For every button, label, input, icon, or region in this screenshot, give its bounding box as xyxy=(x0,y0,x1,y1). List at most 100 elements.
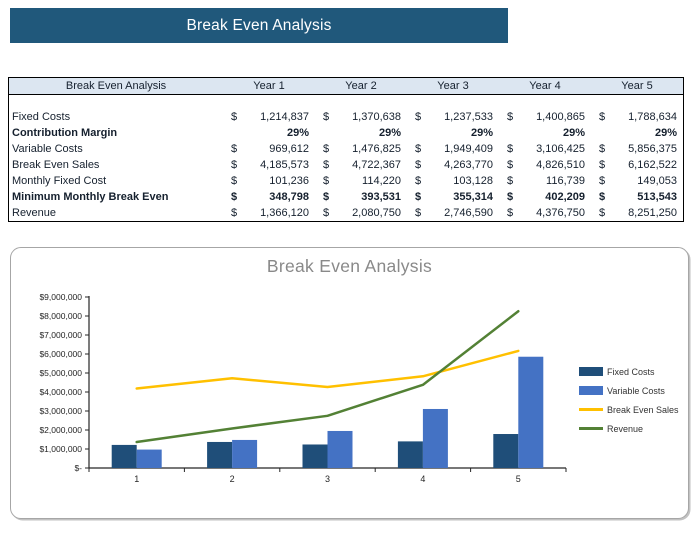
line-break-even-sales xyxy=(135,349,520,390)
cell-value: 355,314 xyxy=(453,191,493,203)
column-header-year1[interactable]: Year 1 xyxy=(253,80,285,92)
cell-value: 5,856,375 xyxy=(628,143,677,155)
cell-value: 513,543 xyxy=(637,191,677,203)
table-cell[interactable]: $8,251,250 xyxy=(591,205,683,221)
currency-symbol: $ xyxy=(507,143,514,155)
table-cell[interactable]: $1,476,825 xyxy=(315,141,407,157)
table-cell[interactable]: $1,237,533 xyxy=(407,109,499,125)
table-cell[interactable]: $4,722,367 xyxy=(315,157,407,173)
table-cell[interactable]: $4,185,573 xyxy=(223,157,315,173)
cell-value: 29% xyxy=(286,127,309,139)
bar-variable-costs xyxy=(518,356,544,468)
table-cell[interactable]: $969,612 xyxy=(223,141,315,157)
legend-item-variable-costs[interactable]: Variable Costs xyxy=(579,385,679,396)
legend-item-revenue[interactable]: Revenue xyxy=(579,423,679,434)
currency-symbol: $ xyxy=(415,143,422,155)
table-header-row: Break Even Analysis Year 1 Year 2 Year 3… xyxy=(9,78,683,95)
table-cell[interactable]: $402,209 xyxy=(499,189,591,205)
table-row: Contribution Margin 29% 29% 29% 29% 29% xyxy=(9,125,683,141)
row-label[interactable]: Monthly Fixed Cost xyxy=(12,175,107,187)
table-cell[interactable]: $393,531 xyxy=(315,189,407,205)
cell-value: 1,788,634 xyxy=(628,111,677,123)
svg-text:5: 5 xyxy=(516,474,521,484)
table-cell[interactable]: 29% xyxy=(223,125,315,141)
currency-symbol: $ xyxy=(507,111,514,123)
row-label[interactable]: Revenue xyxy=(12,207,57,219)
legend-swatch xyxy=(579,386,603,395)
row-label[interactable]: Minimum Monthly Break Even xyxy=(12,191,169,203)
table-cell[interactable]: $1,366,120 xyxy=(223,205,315,221)
cell-value: 6,162,522 xyxy=(628,159,677,171)
table-row: Monthly Fixed Cost $101,236 $114,220 $103,1… xyxy=(9,173,683,189)
currency-symbol: $ xyxy=(323,207,330,219)
table-cell[interactable]: $1,370,638 xyxy=(315,109,407,125)
currency-symbol: $ xyxy=(415,175,422,187)
table-cell[interactable]: 29% xyxy=(591,125,683,141)
legend-item-break-even-sales[interactable]: Break Even Sales xyxy=(579,404,679,415)
table-cell[interactable]: $4,826,510 xyxy=(499,157,591,173)
table-cell[interactable]: 29% xyxy=(407,125,499,141)
table-cell[interactable]: $1,949,409 xyxy=(407,141,499,157)
svg-text:$4,000,000: $4,000,000 xyxy=(39,387,82,397)
table-cell[interactable]: $103,128 xyxy=(407,173,499,189)
table-row: Minimum Monthly Break Even $348,798 $393,5… xyxy=(9,189,683,205)
table-cell[interactable]: $114,220 xyxy=(315,173,407,189)
svg-text:4: 4 xyxy=(420,474,425,484)
column-header-year4[interactable]: Year 4 xyxy=(529,80,561,92)
cell-value: 149,053 xyxy=(637,175,677,187)
table-header-title[interactable]: Break Even Analysis xyxy=(65,80,167,92)
legend-label: Break Even Sales xyxy=(607,404,679,415)
currency-symbol: $ xyxy=(231,111,238,123)
table-cell[interactable]: $2,080,750 xyxy=(315,205,407,221)
table-cell[interactable]: 29% xyxy=(315,125,407,141)
currency-symbol: $ xyxy=(599,191,606,203)
cell-value: 4,263,770 xyxy=(444,159,493,171)
table-cell[interactable]: $6,162,522 xyxy=(591,157,683,173)
table-cell[interactable]: $101,236 xyxy=(223,173,315,189)
table-cell[interactable]: $4,376,750 xyxy=(499,205,591,221)
legend-item-fixed-costs[interactable]: Fixed Costs xyxy=(579,366,679,377)
table-cell[interactable]: $513,543 xyxy=(591,189,683,205)
column-header-year5[interactable]: Year 5 xyxy=(621,80,653,92)
table-cell[interactable]: $348,798 xyxy=(223,189,315,205)
currency-symbol: $ xyxy=(323,175,330,187)
row-label[interactable]: Fixed Costs xyxy=(12,111,71,123)
cell-value: 29% xyxy=(378,127,401,139)
column-header-year2[interactable]: Year 2 xyxy=(345,80,377,92)
cell-value: 29% xyxy=(470,127,493,139)
table-cell[interactable]: $3,106,425 xyxy=(499,141,591,157)
currency-symbol: $ xyxy=(599,207,606,219)
cell-value: 114,220 xyxy=(362,175,401,187)
cell-value: 969,612 xyxy=(269,143,309,155)
cell-value: 103,128 xyxy=(453,175,493,187)
table-cell[interactable]: $355,314 xyxy=(407,189,499,205)
table-cell[interactable]: $1,214,837 xyxy=(223,109,315,125)
table-cell[interactable]: $2,746,590 xyxy=(407,205,499,221)
bar-fixed-costs xyxy=(207,441,233,468)
cell-value: 1,214,837 xyxy=(260,111,309,123)
chart-title: Break Even Analysis xyxy=(266,256,433,276)
table-cell[interactable]: $1,788,634 xyxy=(591,109,683,125)
currency-symbol: $ xyxy=(507,159,514,171)
bar-variable-costs xyxy=(327,430,353,468)
table-cell[interactable]: $149,053 xyxy=(591,173,683,189)
table-cell[interactable]: $116,739 xyxy=(499,173,591,189)
cell-value: 2,080,750 xyxy=(352,207,401,219)
chart-y-axis: $- $1,000,000 $2,000,000 $3,000,000 $4,000,0… xyxy=(39,292,90,473)
break-even-chart[interactable]: $- $1,000,000 $2,000,000 $3,000,000 $4,000,0… xyxy=(10,247,689,519)
row-label[interactable]: Break Even Sales xyxy=(12,159,100,171)
legend-swatch xyxy=(579,427,603,430)
table-cell[interactable]: 29% xyxy=(499,125,591,141)
column-header-year3[interactable]: Year 3 xyxy=(437,80,469,92)
chart-lines xyxy=(135,309,520,444)
table-cell[interactable]: $5,856,375 xyxy=(591,141,683,157)
page-title: Break Even Analysis xyxy=(186,16,332,34)
currency-symbol: $ xyxy=(231,191,238,203)
row-label[interactable]: Contribution Margin xyxy=(12,127,118,139)
svg-text:$9,000,000: $9,000,000 xyxy=(39,292,82,302)
row-label[interactable]: Variable Costs xyxy=(12,143,83,155)
chart-legend: Fixed Costs Variable Costs Break Even Sale… xyxy=(579,366,679,434)
table-row: Revenue $1,366,120 $2,080,750 $2,746,590 $4,… xyxy=(9,205,683,221)
table-cell[interactable]: $4,263,770 xyxy=(407,157,499,173)
table-cell[interactable]: $1,400,865 xyxy=(499,109,591,125)
